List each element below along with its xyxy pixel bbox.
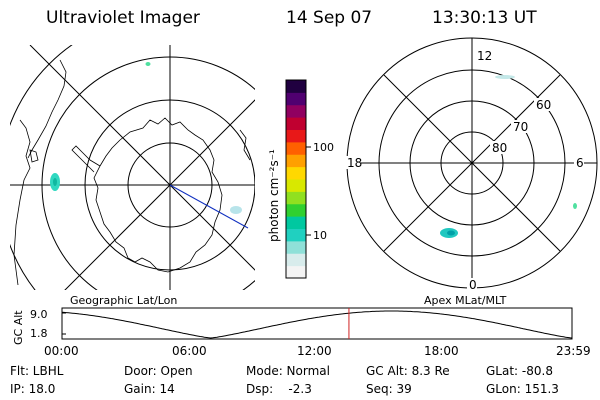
color-scale-segment <box>286 240 306 254</box>
antarctic-peninsula <box>71 145 101 173</box>
x-tick-label: 00:00 <box>44 344 79 358</box>
aurora-patch <box>447 230 455 236</box>
gc-alt-info: GC Alt: 8.3 Re <box>366 364 450 378</box>
x-tick-label: 23:59 <box>556 344 591 358</box>
color-scale-segment <box>286 191 306 205</box>
color-scale-segment <box>286 216 306 229</box>
altitude-axis-label: GC Alt <box>12 310 25 345</box>
color-scale-segment <box>286 228 306 242</box>
color-scale-segment <box>286 129 306 143</box>
ip-info: IP: 18.0 <box>10 382 56 396</box>
gain-info: Gain: 14 <box>124 382 175 396</box>
filter-info: Flt: LBHL <box>10 364 64 378</box>
coastline <box>27 59 67 159</box>
aurora-patch <box>230 206 242 214</box>
mlat-label-80: 80 <box>492 141 507 155</box>
color-scale-segment <box>286 253 306 267</box>
meridian-line <box>64 184 171 290</box>
mode-info: Mode: Normal <box>246 364 330 378</box>
coastline <box>29 149 39 163</box>
color-scale-segment <box>286 154 306 168</box>
glat-info: GLat: -80.8 <box>486 364 553 378</box>
color-unit-label: photon cm⁻²s⁻¹ <box>267 149 281 242</box>
meridian-line <box>169 99 255 186</box>
right-panel-caption: Apex MLat/MLT <box>424 294 507 307</box>
color-scale-segment <box>286 80 306 93</box>
color-scale-segment <box>286 265 306 279</box>
mlat-label-60: 60 <box>536 98 551 112</box>
color-scale-segment <box>286 203 306 217</box>
mlat-label-70: 70 <box>513 120 528 134</box>
geographic-map <box>10 45 255 290</box>
color-scale-segment <box>286 166 306 180</box>
aurora-patch <box>573 203 577 209</box>
dsp-info: Dsp: -2.3 <box>246 382 312 396</box>
instrument-title: Ultraviolet Imager <box>46 8 200 28</box>
left-panel-caption: Geographic Lat/Lon <box>70 294 177 307</box>
aurora-patch <box>495 75 515 79</box>
x-tick-label: 12:00 <box>297 344 332 358</box>
color-tick-label: 100 <box>313 141 334 154</box>
meridian-line <box>29 45 171 186</box>
y-tick-label: 1.8 <box>30 327 48 340</box>
glon-info: GLon: 151.3 <box>486 382 559 396</box>
color-scale-frame <box>285 79 307 279</box>
color-scale-segment <box>286 141 306 155</box>
time-label: 13:30:13 UT <box>432 8 537 28</box>
mlt-label-12: 12 <box>477 49 492 63</box>
altitude-plot: 9.0 1.8 GC Alt 00:00 06:00 12:00 18:00 2… <box>12 307 591 358</box>
mlt-line <box>383 74 561 252</box>
altitude-plot-frame <box>61 307 573 340</box>
color-scale-segment <box>286 92 306 106</box>
altitude-curve <box>61 310 573 339</box>
aurora-patch <box>145 62 151 66</box>
coastline <box>13 119 31 286</box>
x-tick-label: 18:00 <box>424 344 459 358</box>
mlat-mlt-map: 12 0 18 6 60 70 80 <box>345 37 598 292</box>
aurora-patch <box>53 178 57 186</box>
color-scale-segment <box>286 179 306 192</box>
door-info: Door: Open <box>124 364 193 378</box>
y-tick-label: 9.0 <box>30 308 48 321</box>
subsolar-line <box>169 184 249 229</box>
seq-info: Seq: 39 <box>366 382 412 396</box>
color-tick-label: 10 <box>313 229 327 242</box>
coastline <box>239 129 251 161</box>
color-scale-segment <box>286 104 306 118</box>
x-tick-label: 06:00 <box>172 344 207 358</box>
mlt-label-6: 6 <box>576 156 584 170</box>
date-label: 14 Sep 07 <box>286 8 373 28</box>
mlt-label-18: 18 <box>347 156 362 170</box>
meridian-line <box>169 184 255 271</box>
color-scale-bar <box>286 80 306 279</box>
mlt-label-0: 0 <box>469 278 477 292</box>
color-scale-segment <box>286 117 306 130</box>
antarctica-coastline <box>93 117 223 273</box>
